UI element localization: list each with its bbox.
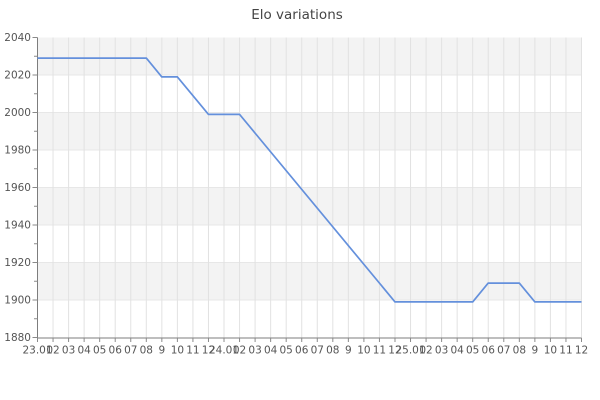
plot-band [37,75,582,113]
x-tick-label: 25.01 [395,345,425,357]
y-axis-labels: 2040 2020 2000 1980 1960 1940 1920 1900 1880 [4,32,31,344]
x-tick-label: 06 [109,345,123,357]
x-tick-label: 11 [373,345,386,357]
x-tick-label: 05 [466,345,479,357]
x-tick-label: 10 [544,345,557,357]
x-tick-label: 07 [311,345,324,357]
axis-tick-marks [32,37,582,342]
vertical-gridlines [52,37,582,338]
y-tick-label: 2020 [4,70,31,82]
x-tick-label: 03 [62,345,75,357]
elo-series-line [37,57,582,303]
x-tick-label: 11 [186,345,199,357]
x-tick-label: 04 [264,345,278,357]
x-tick-label: 06 [295,345,309,357]
x-tick-label: 9 [532,345,539,357]
y-tick-label: 1940 [4,220,31,232]
y-tick-label: 2000 [4,107,31,119]
plot-background-bands [37,37,582,338]
elo-line [37,57,582,303]
x-tick-label: 12 [388,345,401,357]
horizontal-gridlines [37,74,582,301]
plot-band [37,262,582,300]
x-tick-label: 02 [46,345,59,357]
y-tick-label: 1920 [4,257,31,269]
chart-title: Elo variations [251,7,343,23]
x-tick-label: 04 [77,345,91,357]
x-tick-label: 12 [575,345,588,357]
x-tick-label: 08 [140,345,153,357]
y-tick-label: 1980 [4,145,31,157]
x-tick-label: 02 [419,345,432,357]
x-tick-label: 23.01 [22,345,52,357]
y-tick-label: 1880 [4,332,31,344]
plot-band [37,300,582,338]
plot-band [37,187,582,225]
y-tick-label: 2040 [4,32,31,44]
plot-band [37,112,582,150]
x-tick-label: 11 [559,345,572,357]
x-tick-label: 02 [233,345,246,357]
x-tick-label: 12 [202,345,215,357]
y-tick-label: 1960 [4,182,31,194]
x-tick-label: 10 [171,345,184,357]
x-tick-label: 05 [279,345,292,357]
x-tick-label: 10 [357,345,370,357]
plot-band [37,225,582,263]
x-tick-label: 9 [345,345,352,357]
y-tick-label: 1900 [4,295,31,307]
x-tick-label: 9 [158,345,165,357]
x-tick-label: 03 [248,345,261,357]
plot-band [37,150,582,188]
x-tick-label: 04 [450,345,464,357]
x-tick-label: 08 [326,345,339,357]
x-tick-label: 07 [497,345,510,357]
x-tick-label: 07 [124,345,137,357]
plot-band [37,37,582,75]
x-tick-label: 05 [93,345,106,357]
x-tick-label: 03 [435,345,448,357]
x-tick-label: 06 [482,345,496,357]
x-tick-label: 24.01 [209,345,239,357]
x-tick-label: 08 [513,345,526,357]
